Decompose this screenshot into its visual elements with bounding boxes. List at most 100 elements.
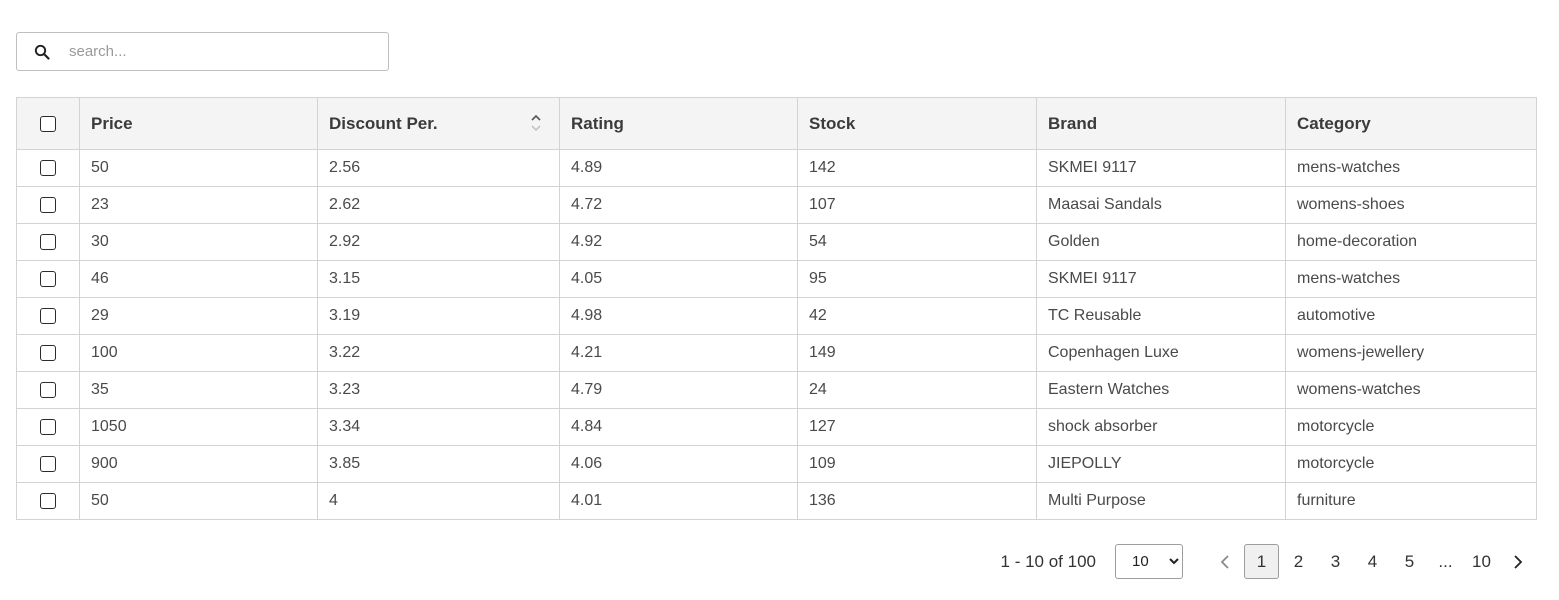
prev-page-button[interactable]: [1207, 544, 1243, 579]
data-table: Price Discount Per. Rating Stock Brand C…: [16, 97, 1537, 520]
chevron-right-icon: [1514, 554, 1523, 569]
cell-stock: 127: [797, 408, 1037, 446]
row-checkbox[interactable]: [40, 418, 56, 435]
row-checkbox[interactable]: [40, 455, 56, 472]
row-select-cell: [16, 149, 80, 187]
row-select-cell: [16, 260, 80, 298]
column-header-label: Discount Per.: [329, 113, 438, 133]
table-row[interactable]: 900 3.85 4.06 109 JIEPOLLY motorcycle: [16, 445, 1537, 483]
cell-price: 30: [79, 223, 318, 261]
page-button-last[interactable]: 10: [1472, 551, 1491, 571]
cell-rating: 4.72: [559, 186, 798, 224]
table-row[interactable]: 1050 3.34 4.84 127 shock absorber motorcycle: [16, 408, 1537, 446]
table-row[interactable]: 50 4 4.01 136 Multi Purpose furniture: [16, 482, 1537, 520]
cell-brand: Golden: [1036, 223, 1286, 261]
cell-rating: 4.84: [559, 408, 798, 446]
row-checkbox[interactable]: [40, 270, 56, 287]
cell-price: 23: [79, 186, 318, 224]
cell-brand: shock absorber: [1036, 408, 1286, 446]
page-button-4[interactable]: 4: [1367, 551, 1378, 571]
cell-price: 900: [79, 445, 318, 483]
page-button-1[interactable]: 1: [1244, 544, 1279, 579]
row-select-cell: [16, 445, 80, 483]
page-size-select[interactable]: 10: [1115, 544, 1183, 579]
column-header-brand[interactable]: Brand: [1036, 97, 1286, 150]
row-select-cell: [16, 297, 80, 335]
row-checkbox[interactable]: [40, 307, 56, 324]
cell-rating: 4.92: [559, 223, 798, 261]
cell-discount: 2.92: [317, 223, 560, 261]
column-header-discount[interactable]: Discount Per.: [317, 97, 560, 150]
table-row[interactable]: 100 3.22 4.21 149 Copenhagen Luxe womens-jewe…: [16, 334, 1537, 372]
row-checkbox[interactable]: [40, 159, 56, 176]
cell-price: 35: [79, 371, 318, 409]
cell-discount: 3.22: [317, 334, 560, 372]
search-icon: [34, 44, 50, 60]
cell-stock: 54: [797, 223, 1037, 261]
cell-category: mens-watches: [1285, 260, 1537, 298]
row-checkbox[interactable]: [40, 492, 56, 509]
cell-category: furniture: [1285, 482, 1537, 520]
cell-discount: 2.62: [317, 186, 560, 224]
cell-discount: 3.85: [317, 445, 560, 483]
cell-brand: TC Reusable: [1036, 297, 1286, 335]
page-button-5[interactable]: 5: [1404, 551, 1415, 571]
cell-stock: 136: [797, 482, 1037, 520]
row-select-cell: [16, 482, 80, 520]
row-checkbox[interactable]: [40, 233, 56, 250]
row-checkbox[interactable]: [40, 344, 56, 361]
cell-rating: 4.98: [559, 297, 798, 335]
column-header-stock[interactable]: Stock: [797, 97, 1037, 150]
table-row[interactable]: 50 2.56 4.89 142 SKMEI 9117 mens-watches: [16, 149, 1537, 187]
sort-icon[interactable]: [530, 112, 542, 134]
cell-price: 100: [79, 334, 318, 372]
search-input[interactable]: [69, 33, 379, 70]
cell-brand: Eastern Watches: [1036, 371, 1286, 409]
table-row[interactable]: 46 3.15 4.05 95 SKMEI 9117 mens-watches: [16, 260, 1537, 298]
header-row: Price Discount Per. Rating Stock Brand C…: [16, 97, 1537, 150]
column-header-rating[interactable]: Rating: [559, 97, 798, 150]
pagination-range: 1 - 10 of 100: [1000, 551, 1096, 571]
select-all-cell: [16, 97, 80, 150]
cell-brand: Copenhagen Luxe: [1036, 334, 1286, 372]
cell-rating: 4.06: [559, 445, 798, 483]
cell-brand: SKMEI 9117: [1036, 260, 1286, 298]
table-row[interactable]: 35 3.23 4.79 24 Eastern Watches womens-watche…: [16, 371, 1537, 409]
row-select-cell: [16, 223, 80, 261]
cell-discount: 3.23: [317, 371, 560, 409]
cell-brand: Multi Purpose: [1036, 482, 1286, 520]
chevron-left-icon: [1220, 554, 1229, 569]
column-header-price[interactable]: Price: [79, 97, 318, 150]
cell-stock: 109: [797, 445, 1037, 483]
cell-category: automotive: [1285, 297, 1537, 335]
cell-brand: Maasai Sandals: [1036, 186, 1286, 224]
pagination-ellipsis: ...: [1438, 551, 1453, 571]
table-row[interactable]: 29 3.19 4.98 42 TC Reusable automotive: [16, 297, 1537, 335]
select-all-checkbox[interactable]: [40, 116, 56, 133]
page-button-2[interactable]: 2: [1293, 551, 1304, 571]
cell-discount: 3.19: [317, 297, 560, 335]
cell-rating: 4.89: [559, 149, 798, 187]
row-checkbox[interactable]: [40, 381, 56, 398]
page-button-3[interactable]: 3: [1330, 551, 1341, 571]
cell-discount: 2.56: [317, 149, 560, 187]
next-page-button[interactable]: [1500, 544, 1536, 579]
cell-brand: JIEPOLLY: [1036, 445, 1286, 483]
row-checkbox[interactable]: [40, 196, 56, 213]
cell-rating: 4.21: [559, 334, 798, 372]
cell-rating: 4.79: [559, 371, 798, 409]
column-header-category[interactable]: Category: [1285, 97, 1537, 150]
cell-category: womens-jewellery: [1285, 334, 1537, 372]
cell-stock: 95: [797, 260, 1037, 298]
cell-brand: SKMEI 9117: [1036, 149, 1286, 187]
table-row[interactable]: 30 2.92 4.92 54 Golden home-decoration: [16, 223, 1537, 261]
cell-price: 1050: [79, 408, 318, 446]
cell-category: womens-watches: [1285, 371, 1537, 409]
cell-category: mens-watches: [1285, 149, 1537, 187]
row-select-cell: [16, 408, 80, 446]
cell-discount: 3.15: [317, 260, 560, 298]
table-row[interactable]: 23 2.62 4.72 107 Maasai Sandals womens-shoes: [16, 186, 1537, 224]
row-select-cell: [16, 186, 80, 224]
cell-stock: 142: [797, 149, 1037, 187]
